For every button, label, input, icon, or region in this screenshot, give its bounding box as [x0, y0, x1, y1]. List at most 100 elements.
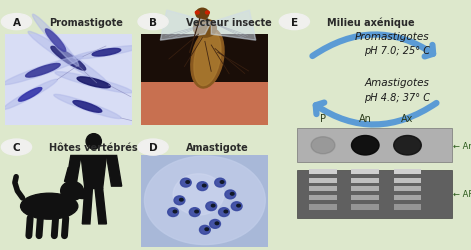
Ellipse shape — [206, 202, 217, 211]
Ellipse shape — [194, 32, 221, 86]
FancyBboxPatch shape — [351, 195, 379, 200]
Ellipse shape — [186, 181, 189, 184]
Ellipse shape — [25, 64, 60, 78]
FancyBboxPatch shape — [141, 156, 268, 248]
Ellipse shape — [55, 72, 132, 94]
Circle shape — [138, 140, 168, 156]
Ellipse shape — [203, 184, 206, 187]
Ellipse shape — [351, 136, 379, 155]
Ellipse shape — [205, 228, 209, 230]
Polygon shape — [95, 189, 106, 224]
Polygon shape — [106, 156, 122, 186]
Ellipse shape — [28, 32, 108, 86]
Ellipse shape — [145, 156, 265, 244]
FancyBboxPatch shape — [297, 170, 452, 218]
Ellipse shape — [205, 12, 209, 15]
Ellipse shape — [215, 222, 219, 225]
FancyBboxPatch shape — [394, 170, 421, 175]
Ellipse shape — [311, 137, 335, 154]
Text: Amastigote: Amastigote — [186, 142, 249, 152]
Ellipse shape — [173, 210, 177, 213]
Ellipse shape — [189, 208, 200, 217]
FancyBboxPatch shape — [351, 186, 379, 192]
Text: pH 7.0; 25° C: pH 7.0; 25° C — [364, 46, 430, 56]
FancyBboxPatch shape — [309, 178, 337, 183]
Text: A: A — [13, 18, 20, 28]
FancyBboxPatch shape — [5, 35, 132, 125]
Ellipse shape — [394, 136, 421, 155]
FancyBboxPatch shape — [309, 195, 337, 200]
Ellipse shape — [194, 20, 216, 38]
Ellipse shape — [224, 210, 227, 213]
Text: Promastigote: Promastigote — [49, 18, 123, 28]
Polygon shape — [65, 168, 76, 182]
Polygon shape — [81, 156, 106, 189]
Ellipse shape — [196, 9, 209, 20]
Ellipse shape — [61, 182, 83, 201]
FancyBboxPatch shape — [309, 204, 337, 210]
FancyBboxPatch shape — [394, 204, 421, 210]
Ellipse shape — [210, 220, 220, 228]
Text: P: P — [320, 114, 326, 124]
Ellipse shape — [220, 181, 224, 184]
Ellipse shape — [180, 178, 191, 187]
Ellipse shape — [211, 204, 215, 207]
Ellipse shape — [191, 29, 224, 89]
Ellipse shape — [77, 78, 110, 88]
Text: B: B — [149, 18, 157, 28]
Ellipse shape — [195, 12, 199, 15]
Text: ← ARNr: ← ARNr — [454, 190, 471, 199]
Text: Milieu axénique: Milieu axénique — [327, 17, 415, 28]
Circle shape — [1, 140, 32, 156]
Text: Ax: Ax — [401, 114, 414, 124]
FancyBboxPatch shape — [309, 170, 337, 175]
Ellipse shape — [230, 193, 234, 195]
FancyBboxPatch shape — [351, 178, 379, 183]
Ellipse shape — [21, 194, 78, 219]
FancyBboxPatch shape — [351, 170, 379, 175]
Ellipse shape — [3, 56, 83, 86]
Text: E: E — [291, 18, 298, 28]
FancyBboxPatch shape — [351, 204, 379, 210]
FancyBboxPatch shape — [309, 186, 337, 192]
Ellipse shape — [3, 80, 57, 110]
Polygon shape — [160, 11, 211, 41]
Text: C: C — [13, 142, 20, 152]
Ellipse shape — [173, 174, 224, 215]
FancyBboxPatch shape — [141, 83, 268, 125]
Ellipse shape — [174, 196, 185, 205]
Ellipse shape — [45, 30, 66, 52]
Ellipse shape — [73, 101, 102, 113]
Text: D: D — [149, 142, 157, 152]
Ellipse shape — [92, 49, 121, 57]
Ellipse shape — [54, 95, 121, 119]
Ellipse shape — [195, 210, 198, 213]
Ellipse shape — [76, 190, 89, 199]
Ellipse shape — [73, 46, 140, 60]
Text: An: An — [359, 114, 372, 124]
Ellipse shape — [168, 208, 179, 217]
FancyBboxPatch shape — [394, 195, 421, 200]
Circle shape — [279, 14, 309, 30]
Ellipse shape — [179, 198, 183, 201]
FancyBboxPatch shape — [141, 35, 268, 125]
Ellipse shape — [200, 226, 210, 234]
Polygon shape — [211, 11, 256, 41]
FancyBboxPatch shape — [394, 186, 421, 192]
FancyBboxPatch shape — [394, 178, 421, 183]
Ellipse shape — [51, 47, 86, 71]
Ellipse shape — [219, 208, 229, 217]
Ellipse shape — [225, 190, 236, 199]
Ellipse shape — [231, 202, 242, 211]
Polygon shape — [66, 156, 81, 186]
Text: Promastigotes: Promastigotes — [355, 32, 430, 42]
Ellipse shape — [86, 134, 101, 150]
FancyBboxPatch shape — [297, 129, 452, 162]
Ellipse shape — [237, 204, 240, 207]
Text: pH 4.8; 37° C: pH 4.8; 37° C — [364, 92, 430, 102]
Ellipse shape — [18, 88, 42, 102]
Text: Vecteur insecte: Vecteur insecte — [186, 18, 272, 28]
Text: ← Amastine: ← Amastine — [454, 141, 471, 150]
Ellipse shape — [32, 15, 79, 67]
Circle shape — [138, 14, 168, 30]
